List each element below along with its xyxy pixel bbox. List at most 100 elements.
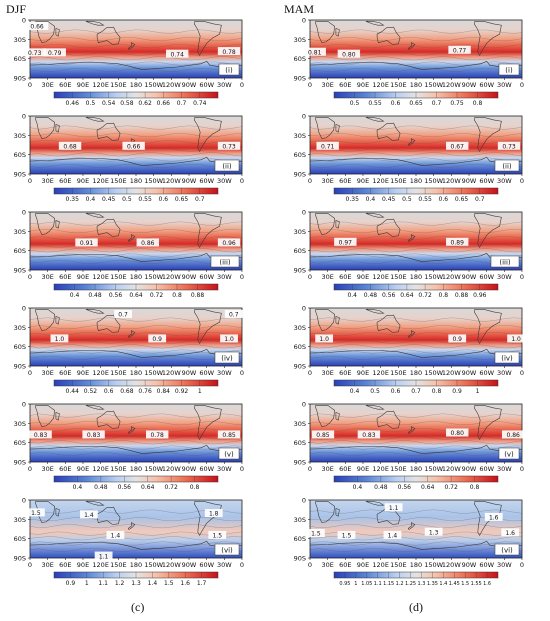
x-tick-label: 120E: [92, 81, 109, 89]
contour-label: 0.77: [453, 47, 467, 54]
contour-line: [309, 44, 523, 49]
x-tick-label: 0: [28, 369, 32, 377]
colorbar-tick-label: 0.5: [402, 196, 412, 203]
x-tick-label: 90E: [77, 177, 89, 185]
panel-label-box: [498, 447, 520, 460]
x-tick-label: 30E: [321, 369, 333, 377]
colorbar-tick-label: 0.65: [175, 196, 189, 203]
x-tick-label: 90W: [462, 177, 477, 185]
x-tick-label: 180: [410, 273, 422, 281]
x-tick-label: 120W: [162, 273, 181, 281]
newzealand-coast: [407, 426, 416, 435]
x-tick-label: 120W: [442, 273, 461, 281]
colorbar-tick-label: 1.35: [427, 581, 438, 587]
colorbar-tick-label: 0.72: [418, 292, 432, 299]
colorbar-tick-label: 0.6: [159, 196, 169, 203]
x-tick-label: 30W: [217, 273, 232, 281]
contour-line: [309, 147, 523, 152]
panel-label: (vi): [501, 547, 513, 555]
x-tick-label: 150E: [390, 561, 407, 569]
x-tick-label: 30W: [497, 177, 512, 185]
y-tick-label: 90S: [14, 75, 26, 83]
colorbar: [53, 91, 219, 99]
contour-label: 0.9: [152, 336, 162, 343]
contour-label: 0.66: [30, 24, 44, 31]
x-tick-label: 120E: [92, 465, 109, 473]
x-tick-label: 90E: [77, 465, 89, 473]
panel-label-box: [494, 159, 520, 172]
x-tick-label: 150E: [390, 273, 407, 281]
x-tick-label: 60E: [339, 81, 351, 89]
newzealand-coast: [127, 522, 136, 531]
madagascar-coast: [335, 27, 340, 37]
contour-label-box: [82, 430, 105, 439]
antarctica-coast: [29, 156, 243, 166]
map-field: [310, 500, 522, 558]
colorbar-tick-label: 1.2: [115, 580, 125, 587]
map-field: [310, 308, 522, 366]
contour-line: [29, 421, 243, 426]
contour-label: 0.83: [34, 432, 48, 439]
contour-label: 0.85: [316, 432, 330, 439]
y-tick-label: 90S: [14, 363, 26, 371]
colorbar-tick-label: 0.5: [370, 388, 380, 395]
contour-label-box: [204, 509, 223, 518]
colorbar-tick-label: 0.88: [191, 292, 205, 299]
contour-line: [309, 452, 523, 456]
x-tick-label: 60W: [199, 273, 214, 281]
x-tick-label: 180: [410, 465, 422, 473]
y-tick-label: 90S: [294, 75, 306, 83]
newzealand-coast: [127, 426, 136, 435]
x-tick-label: 150W: [424, 465, 443, 473]
panel-label-box: [498, 63, 520, 76]
colorbar-tick-label: 0.8: [172, 292, 182, 299]
contour-label: 1.4: [84, 512, 94, 519]
contour-label: 0.9: [452, 336, 462, 343]
panel-label: (iv): [221, 355, 233, 363]
x-tick-label: 150E: [110, 465, 127, 473]
y-tick-label: 0: [302, 113, 306, 121]
x-tick-label: 30W: [217, 369, 232, 377]
madagascar-coast: [55, 27, 60, 37]
colorbar-tick-label: 0.5: [122, 196, 132, 203]
panel-label: (iii): [499, 259, 511, 267]
y-tick-label: 0: [302, 209, 306, 217]
samerica-coast: [473, 213, 502, 249]
contour-label-box: [446, 428, 469, 437]
contour-line: [309, 428, 523, 432]
contour-label: 0.78: [151, 432, 165, 439]
x-tick-label: 0: [520, 369, 524, 377]
panel-label-box: [490, 255, 520, 268]
map-field: [30, 404, 242, 462]
colorbar-tick-label: 0.5: [86, 100, 96, 107]
contour-label-box: [217, 47, 241, 56]
contour-label-box: [122, 141, 145, 150]
contour-line: [309, 67, 523, 72]
colorbar-tick-label: 1: [354, 581, 357, 587]
colorbar-tick-label: 1.4: [439, 581, 447, 587]
x-tick-label: 60E: [59, 561, 71, 569]
colorbar-tick-label: 0.88: [455, 292, 469, 299]
contour-label: 0.89: [451, 239, 465, 246]
x-tick-label: 180: [130, 177, 142, 185]
indonesia-coast: [365, 117, 385, 122]
panel-label: (i): [225, 67, 233, 75]
madagascar-coast: [55, 411, 60, 421]
contour-line: [309, 37, 523, 42]
x-tick-label: 150W: [144, 369, 163, 377]
contour-label: 0.73: [222, 143, 236, 150]
colorbar-tick-label: 0.9: [66, 580, 76, 587]
africa-coast: [314, 308, 336, 331]
contour-label: 1.0: [224, 336, 234, 343]
contour-line: [29, 61, 243, 66]
panel-label-box: [214, 351, 240, 364]
x-tick-label: 0: [28, 561, 32, 569]
x-tick-label: 30E: [41, 177, 53, 185]
colorbar-tick-label: 1.4: [148, 580, 158, 587]
x-tick-label: 30E: [321, 177, 333, 185]
x-tick-label: 120E: [92, 561, 109, 569]
contour-label-box: [26, 508, 45, 517]
contour-label: 0.71: [321, 143, 335, 150]
x-tick-label: 90W: [182, 81, 197, 89]
